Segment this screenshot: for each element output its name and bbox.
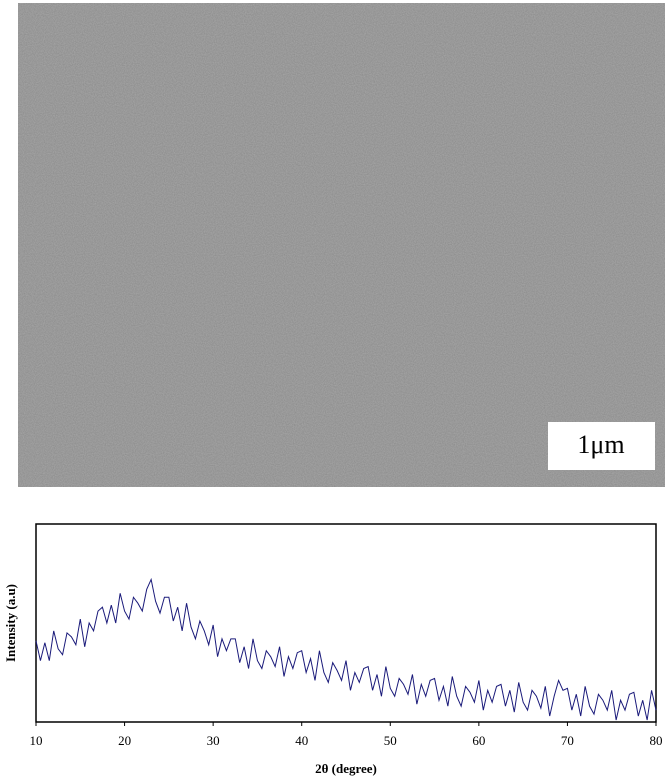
x-tick-label: 70 — [561, 733, 574, 748]
x-tick-label: 60 — [472, 733, 485, 748]
sem-image: 1μm — [18, 3, 665, 487]
scale-label: 1μm — [577, 430, 624, 459]
scale-box — [548, 422, 655, 470]
sem-texture — [18, 3, 665, 487]
x-tick-label: 30 — [207, 733, 220, 748]
x-tick-label: 20 — [118, 733, 131, 748]
plot-frame — [35, 523, 657, 723]
xrd-line — [35, 577, 657, 721]
x-tick-label: 10 — [30, 733, 43, 748]
x-tick-label: 80 — [650, 733, 663, 748]
y-axis-title: Intensity (a.u) — [3, 584, 18, 662]
x-axis-title: 2θ (degree) — [315, 761, 377, 776]
x-tick-label: 40 — [295, 733, 308, 748]
x-tick-label: 50 — [384, 733, 397, 748]
